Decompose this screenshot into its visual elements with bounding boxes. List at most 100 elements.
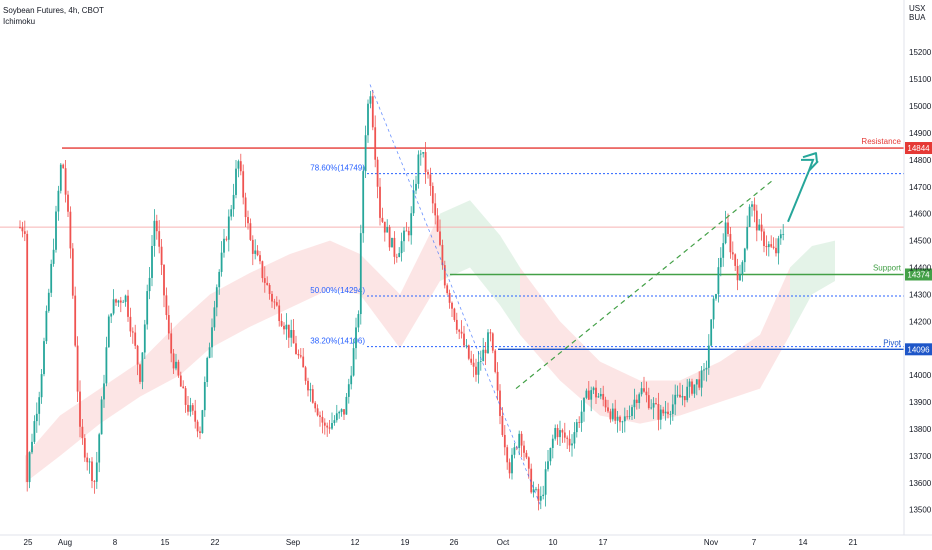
candle-body — [314, 402, 317, 409]
candle-body — [340, 409, 343, 412]
candle-body — [177, 361, 180, 376]
candle-body — [597, 396, 600, 398]
candle-body — [695, 379, 698, 385]
candle-body — [571, 443, 573, 446]
candle-body — [328, 427, 331, 429]
candle-body — [57, 190, 60, 212]
candle-body — [710, 319, 713, 346]
price-tick-label: 14700 — [909, 183, 932, 192]
candle-body — [400, 241, 403, 254]
candle-body — [119, 300, 122, 303]
candle-body — [727, 222, 729, 234]
candle-body — [489, 332, 492, 334]
candle-body — [290, 330, 293, 338]
candle-body — [578, 422, 581, 423]
candle-body — [21, 227, 24, 232]
candle-body — [633, 399, 636, 408]
candle-body — [143, 324, 146, 353]
candle-body — [640, 388, 643, 395]
candle-body — [475, 366, 477, 375]
candle-body — [304, 367, 307, 381]
candle-body — [573, 432, 576, 444]
candle-body — [292, 330, 295, 344]
candle-body — [76, 345, 79, 392]
price-axis[interactable]: 15200 15100 15000 14900 14800 14700 14600 14500… — [909, 48, 932, 514]
candle-body — [547, 461, 549, 470]
trend-lines — [369, 84, 819, 505]
candle-body — [184, 388, 187, 405]
candle-body — [179, 375, 182, 387]
price-badges: 14844 14374 14096 — [905, 142, 932, 356]
cloud-segment — [400, 213, 440, 349]
candle-body — [429, 174, 432, 186]
candle-body — [287, 324, 290, 338]
candle-body — [746, 226, 749, 249]
candle-body — [674, 394, 677, 405]
candle-body — [316, 408, 319, 416]
candle-body — [463, 333, 465, 346]
cloud-segment — [440, 200, 470, 281]
candle-body — [199, 431, 201, 433]
candle-body — [103, 383, 105, 400]
candle-body — [621, 421, 624, 423]
candle-body — [151, 245, 153, 278]
chart-title: Soybean Futures, 4h, CBOT — [3, 6, 104, 15]
candle-body — [590, 390, 593, 400]
candle-body — [297, 353, 300, 356]
candle-body — [635, 399, 638, 404]
time-tick-label: 14 — [799, 538, 808, 547]
price-tick-label: 14600 — [909, 210, 932, 219]
candle-body — [172, 353, 175, 369]
candle-body — [688, 381, 691, 387]
time-tick-label: Oct — [497, 538, 510, 547]
candle-body — [398, 253, 401, 257]
candle-body — [458, 329, 461, 332]
candle-body — [467, 345, 470, 359]
candle-body — [230, 209, 233, 217]
candle-body — [122, 301, 125, 303]
candle-body — [424, 152, 427, 173]
candle-body — [623, 416, 626, 422]
candle-body — [333, 420, 336, 424]
candle-body — [453, 308, 456, 320]
candle-body — [676, 394, 679, 396]
candle-body — [31, 441, 33, 453]
cloud-segment — [360, 254, 400, 349]
candle-body — [381, 217, 384, 222]
candle-body — [280, 321, 283, 326]
candle-body — [527, 457, 530, 469]
price-tick-label: 14800 — [909, 156, 932, 165]
candle-body — [662, 409, 665, 414]
candle-body — [215, 287, 218, 308]
candle-body — [139, 364, 141, 382]
candle-body — [268, 285, 271, 294]
time-tick-label: 7 — [752, 538, 757, 547]
candle-body — [626, 416, 629, 418]
candle-body — [235, 168, 237, 195]
candle-body — [117, 300, 120, 303]
time-axis[interactable]: 25 Aug 8 15 22 Sep 12 19 26 Oct 10 17 Nov 7 14 21 — [24, 538, 858, 547]
candle-body — [91, 461, 93, 482]
candle-body — [530, 468, 533, 493]
cloud-segment — [680, 361, 720, 416]
price-tick-label: 14200 — [909, 317, 932, 326]
candle-body — [35, 413, 38, 422]
candle-body — [775, 247, 777, 254]
price-tick-label: 14900 — [909, 129, 932, 138]
projection-arrowhead-shaft — [801, 158, 819, 172]
level-label: Support — [873, 263, 902, 272]
candle-body — [693, 384, 696, 394]
candle-body — [513, 447, 516, 455]
candle-body — [506, 447, 509, 463]
candle-body — [364, 135, 367, 172]
candle-body — [681, 396, 684, 398]
candle-body — [520, 433, 523, 446]
candle-body — [439, 231, 441, 245]
candle-body — [208, 347, 211, 358]
candle-body — [686, 386, 689, 401]
fib-label: 50.00%(14294) — [310, 286, 365, 295]
candle-body — [153, 220, 156, 246]
candle-body — [494, 350, 497, 372]
candle-body — [326, 425, 329, 428]
candle-body — [664, 411, 667, 414]
